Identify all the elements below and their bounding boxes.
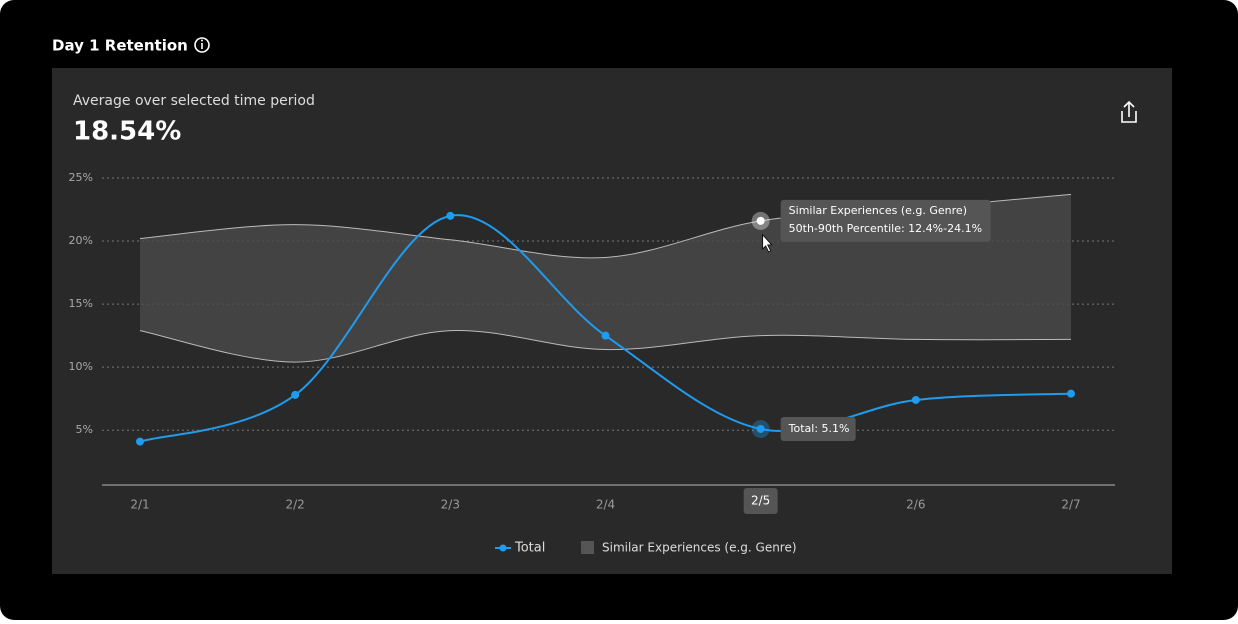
y-tick-label: 20% <box>69 234 93 247</box>
share-button[interactable] <box>1121 100 1137 123</box>
tooltip-box <box>780 416 856 441</box>
x-tick-label: 2/4 <box>596 498 615 512</box>
info-icon[interactable] <box>194 37 210 53</box>
tooltip-text: 50th-90th Percentile: 12.4%-24.1% <box>789 222 982 235</box>
legend-label: Similar Experiences (e.g. Genre) <box>602 541 797 555</box>
x-tick-label: 2/2 <box>286 498 305 512</box>
y-tick-label: 10% <box>69 360 93 373</box>
total-point <box>911 395 920 404</box>
x-tick-label: 2/1 <box>130 498 149 512</box>
total-point <box>446 211 455 220</box>
total-point <box>136 437 144 446</box>
total-point <box>291 390 300 399</box>
x-tick-label: 2/3 <box>441 498 460 512</box>
legend-dot <box>499 544 507 552</box>
tooltip-box <box>780 199 991 242</box>
x-tick-label: 2/7 <box>1061 498 1080 512</box>
y-tick-label: 5% <box>76 423 93 436</box>
legend-swatch <box>581 541 594 554</box>
band-lower <box>139 329 1072 363</box>
tooltip-text: Total: 5.1% <box>788 422 850 435</box>
y-tick-label: 25% <box>69 171 93 184</box>
subtitle: Average over selected time period <box>73 93 315 109</box>
x-tooltip-label: 2/5 <box>751 494 770 508</box>
band-hover-point <box>756 216 765 225</box>
cursor <box>762 233 773 253</box>
x-tooltip-box <box>743 488 778 514</box>
y-tick-label: 15% <box>69 297 93 310</box>
tooltip-title: Similar Experiences (e.g. Genre) <box>789 204 967 217</box>
panel-title: Day 1 Retention <box>52 37 188 55</box>
total-point <box>756 424 765 433</box>
total-point <box>601 331 610 340</box>
x-tick-label: 2/6 <box>906 498 925 512</box>
legend-label: Total <box>514 541 545 556</box>
metric: 18.54% <box>73 117 181 147</box>
hover-halo <box>751 419 770 438</box>
total-point <box>1067 389 1075 398</box>
